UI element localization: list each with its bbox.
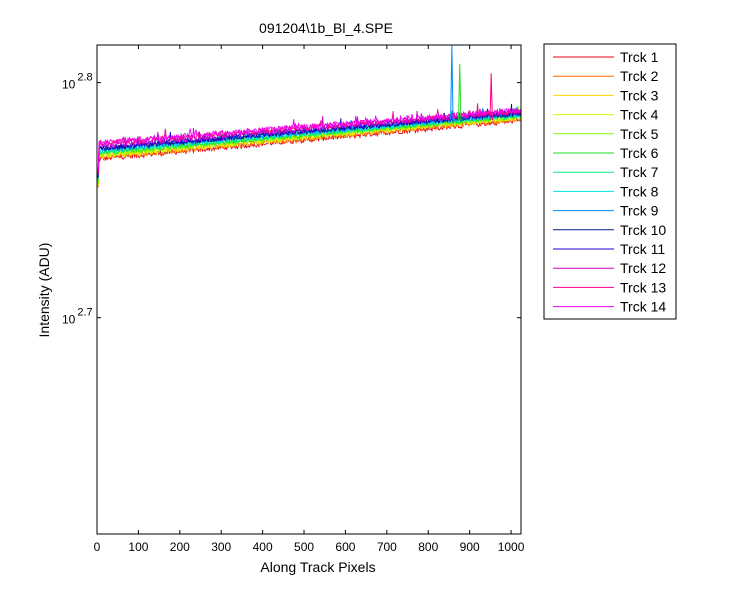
- x-tick-label: 600: [335, 540, 355, 554]
- legend-label-5: Trck 5: [620, 126, 659, 142]
- x-tick-label: 100: [128, 540, 148, 554]
- y-tick-label: 10 2.7: [62, 307, 93, 327]
- legend-label-11: Trck 11: [620, 241, 665, 257]
- legend-label-4: Trck 4: [620, 107, 659, 123]
- x-axis-label: Along Track Pixels: [260, 559, 375, 575]
- series-line-5: [96, 105, 521, 185]
- chart-title: 091204\1b_Bl_4.SPE: [259, 20, 393, 36]
- legend: Trck 1 Trck 2 Trck 3 Trck 4 Trck 5 Trck 6 Trck…: [543, 43, 677, 320]
- legend-box: [543, 43, 677, 320]
- legend-label-2: Trck 2: [620, 68, 659, 84]
- legend-label-10: Trck 10: [620, 222, 666, 238]
- x-tick-label: 0: [94, 540, 101, 554]
- legend-label-14: Trck 14: [620, 299, 666, 315]
- series-line-11: [96, 108, 521, 179]
- series-layer: [96, 44, 522, 188]
- legend-label-3: Trck 3: [620, 87, 659, 103]
- y-axis-ticks: 10 2.8 10 2.7: [62, 72, 521, 327]
- spike-3: [489, 73, 493, 121]
- plot-area: [96, 44, 522, 535]
- x-tick-label: 800: [418, 540, 438, 554]
- y-axis-label: Intensity (ADU): [36, 243, 52, 338]
- y-tick-label: 10 2.8: [62, 72, 93, 92]
- x-tick-label: 400: [253, 540, 273, 554]
- x-tick-label: 500: [294, 540, 314, 554]
- spike-2: [458, 63, 462, 121]
- legend-label-9: Trck 9: [620, 203, 659, 219]
- legend-label-12: Trck 12: [620, 260, 666, 276]
- x-tick-label: 1000: [498, 540, 525, 554]
- spike-1: [450, 44, 454, 121]
- x-tick-label: 900: [460, 540, 480, 554]
- legend-label-13: Trck 13: [620, 279, 666, 295]
- x-axis-ticks: 0 100 200 300 400 500 600 700 800 900 1000: [94, 45, 525, 554]
- legend-label-7: Trck 7: [620, 164, 659, 180]
- x-tick-label: 700: [377, 540, 397, 554]
- series-line-12: [96, 108, 522, 177]
- legend-entries: Trck 1 Trck 2 Trck 3 Trck 4 Trck 5 Trck 6 Trck…: [553, 49, 666, 315]
- legend-label-6: Trck 6: [620, 145, 659, 161]
- legend-label-8: Trck 8: [620, 183, 659, 199]
- legend-label-1: Trck 1: [620, 49, 659, 65]
- series-line-14: [97, 107, 522, 171]
- x-tick-label: 200: [170, 540, 190, 554]
- x-tick-label: 300: [211, 540, 231, 554]
